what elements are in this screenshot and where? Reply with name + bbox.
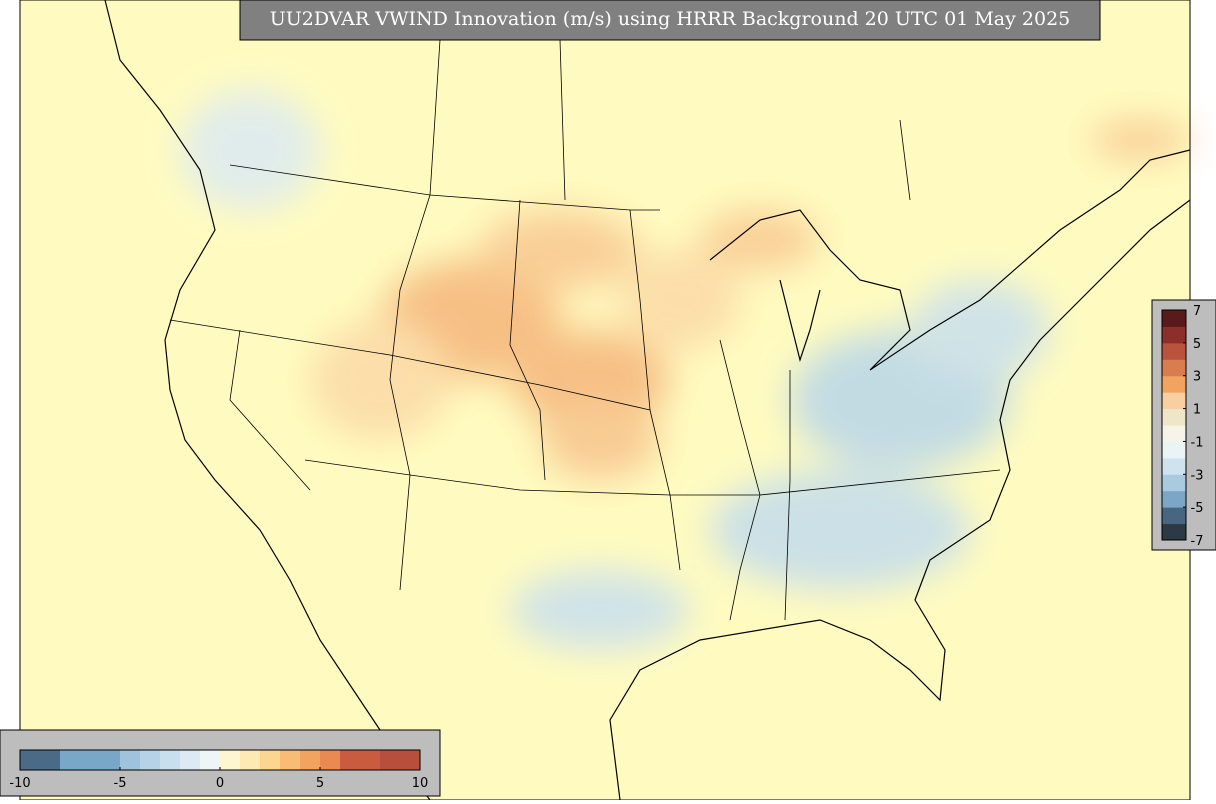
colorbar-tick-label: -1 <box>1191 435 1204 450</box>
colorbar-segment <box>180 750 201 770</box>
colorbar-segment <box>280 750 301 770</box>
state-borders <box>169 39 1001 621</box>
colorbar-segment <box>1162 375 1186 393</box>
colorbar-segment <box>1162 441 1186 459</box>
colorbar-segment <box>200 750 221 770</box>
colorbar-tick-label: 0 <box>216 776 224 791</box>
colorbar-tick-label: 10 <box>412 776 429 791</box>
colorbar-segment <box>1162 523 1186 541</box>
colorbar-tick-label: 3 <box>1193 370 1201 385</box>
colorbar-tick-label: 1 <box>1193 403 1201 418</box>
colorbar-segment <box>100 750 121 770</box>
colorbar-segment <box>400 750 421 770</box>
colorbar-segment <box>1162 326 1186 344</box>
colorbar-segment <box>260 750 281 770</box>
colorbar-segment <box>1162 310 1186 327</box>
colorbar-segment <box>40 750 61 770</box>
colorbar-segment <box>1162 507 1186 525</box>
colorbar-segment <box>60 750 81 770</box>
colorbar-segment <box>20 750 41 770</box>
title-box <box>239 0 1101 41</box>
colorbar-segment <box>1162 490 1186 508</box>
colorbar-tick-label: -5 <box>114 776 127 791</box>
map-title: UU2DVAR VWIND Innovation (m/s) using HRR… <box>270 8 1071 30</box>
colorbar-segment <box>80 750 101 770</box>
colorbar-segment <box>240 750 261 770</box>
colorbar-segment <box>300 750 321 770</box>
colorbar-segment <box>1162 457 1186 475</box>
colorbar-segment <box>380 750 401 770</box>
colorbar-segment <box>1162 474 1186 492</box>
colorbar-segment <box>160 750 181 770</box>
colorbar-tick-label: 5 <box>1193 337 1201 352</box>
colorbar-segment <box>140 750 161 770</box>
coastlines <box>104 0 1191 801</box>
colorbar-tick-label: 5 <box>316 776 324 791</box>
colorbar-outline <box>1161 309 1187 541</box>
colorbar-tick-label: -10 <box>9 776 30 791</box>
colorbar-segment <box>1162 408 1186 426</box>
colorbar-segment <box>120 750 141 770</box>
colorbars: -10 -5 0 5 10 7 5 3 1 -1 -3 -5 -7 <box>9 304 1203 791</box>
colorbar-segment <box>1162 392 1186 410</box>
colorbar-segment <box>1162 425 1186 442</box>
colorbar-segment <box>360 750 381 770</box>
colorbar-segment <box>340 750 361 770</box>
colorbar-segment <box>220 750 241 770</box>
colorbar-tick-label: -7 <box>1191 534 1204 549</box>
colorbar-segment <box>1162 342 1186 360</box>
colorbar-tick-label: -5 <box>1191 501 1204 516</box>
colorbar-segment <box>1162 359 1186 377</box>
innovation-field <box>180 90 1190 650</box>
colorbar-tick-label: 7 <box>1193 304 1201 319</box>
colorbar-segment <box>320 750 341 770</box>
colorbar-tick-label: -3 <box>1191 468 1204 483</box>
